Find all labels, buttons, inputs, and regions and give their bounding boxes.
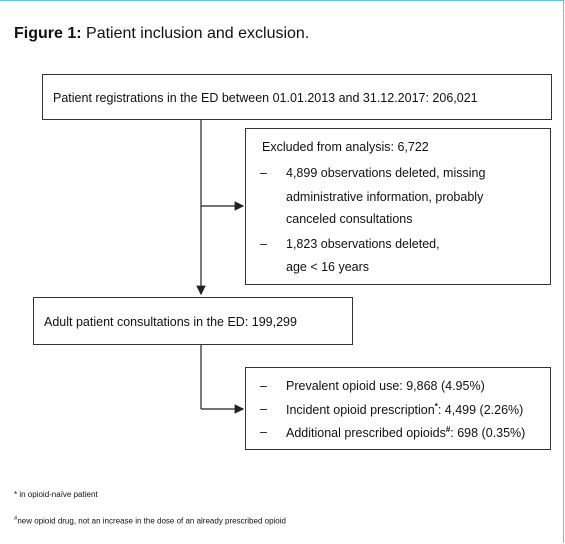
node-label: Adult patient consultations in the ED: 1… <box>44 315 297 329</box>
item-line: administrative information, probably <box>286 190 484 204</box>
item-line: Prevalent opioid use: 9,868 (4.95%) <box>286 379 485 393</box>
item-line: Incident opioid prescription*: 4,499 (2.… <box>286 402 524 418</box>
item-line: age < 16 years <box>286 260 370 274</box>
box-excluded: Excluded from analysis: 6,722 – 4,899 ob… <box>245 128 551 285</box>
dash: – <box>260 402 267 416</box>
box-registrations: Patient registrations in the ED between … <box>42 74 552 120</box>
item-line: 4,899 observations deleted, missing <box>286 166 486 180</box>
box-adult: Adult patient consultations in the ED: 1… <box>33 297 353 345</box>
footnote: #new opioid drug, not an increase in the… <box>14 516 286 526</box>
item-line: canceled consultations <box>286 212 413 226</box>
node-title: Excluded from analysis: 6,722 <box>262 140 429 154</box>
dash: – <box>260 237 267 251</box>
node-label: Patient registrations in the ED between … <box>53 91 478 105</box>
figure-title: Figure 1: Patient inclusion and exclusio… <box>14 25 310 42</box>
item-line: 1,823 observations deleted, <box>286 237 440 251</box>
box-opioids: – Prevalent opioid use: 9,868 (4.95%) – … <box>245 367 551 450</box>
dash: – <box>260 166 267 180</box>
dash: – <box>260 425 267 439</box>
footnote: * in opioid-naïve patient <box>14 490 98 499</box>
dash: – <box>260 379 267 393</box>
item-line: Additional prescribed opioids#: 698 (0.3… <box>286 425 526 441</box>
